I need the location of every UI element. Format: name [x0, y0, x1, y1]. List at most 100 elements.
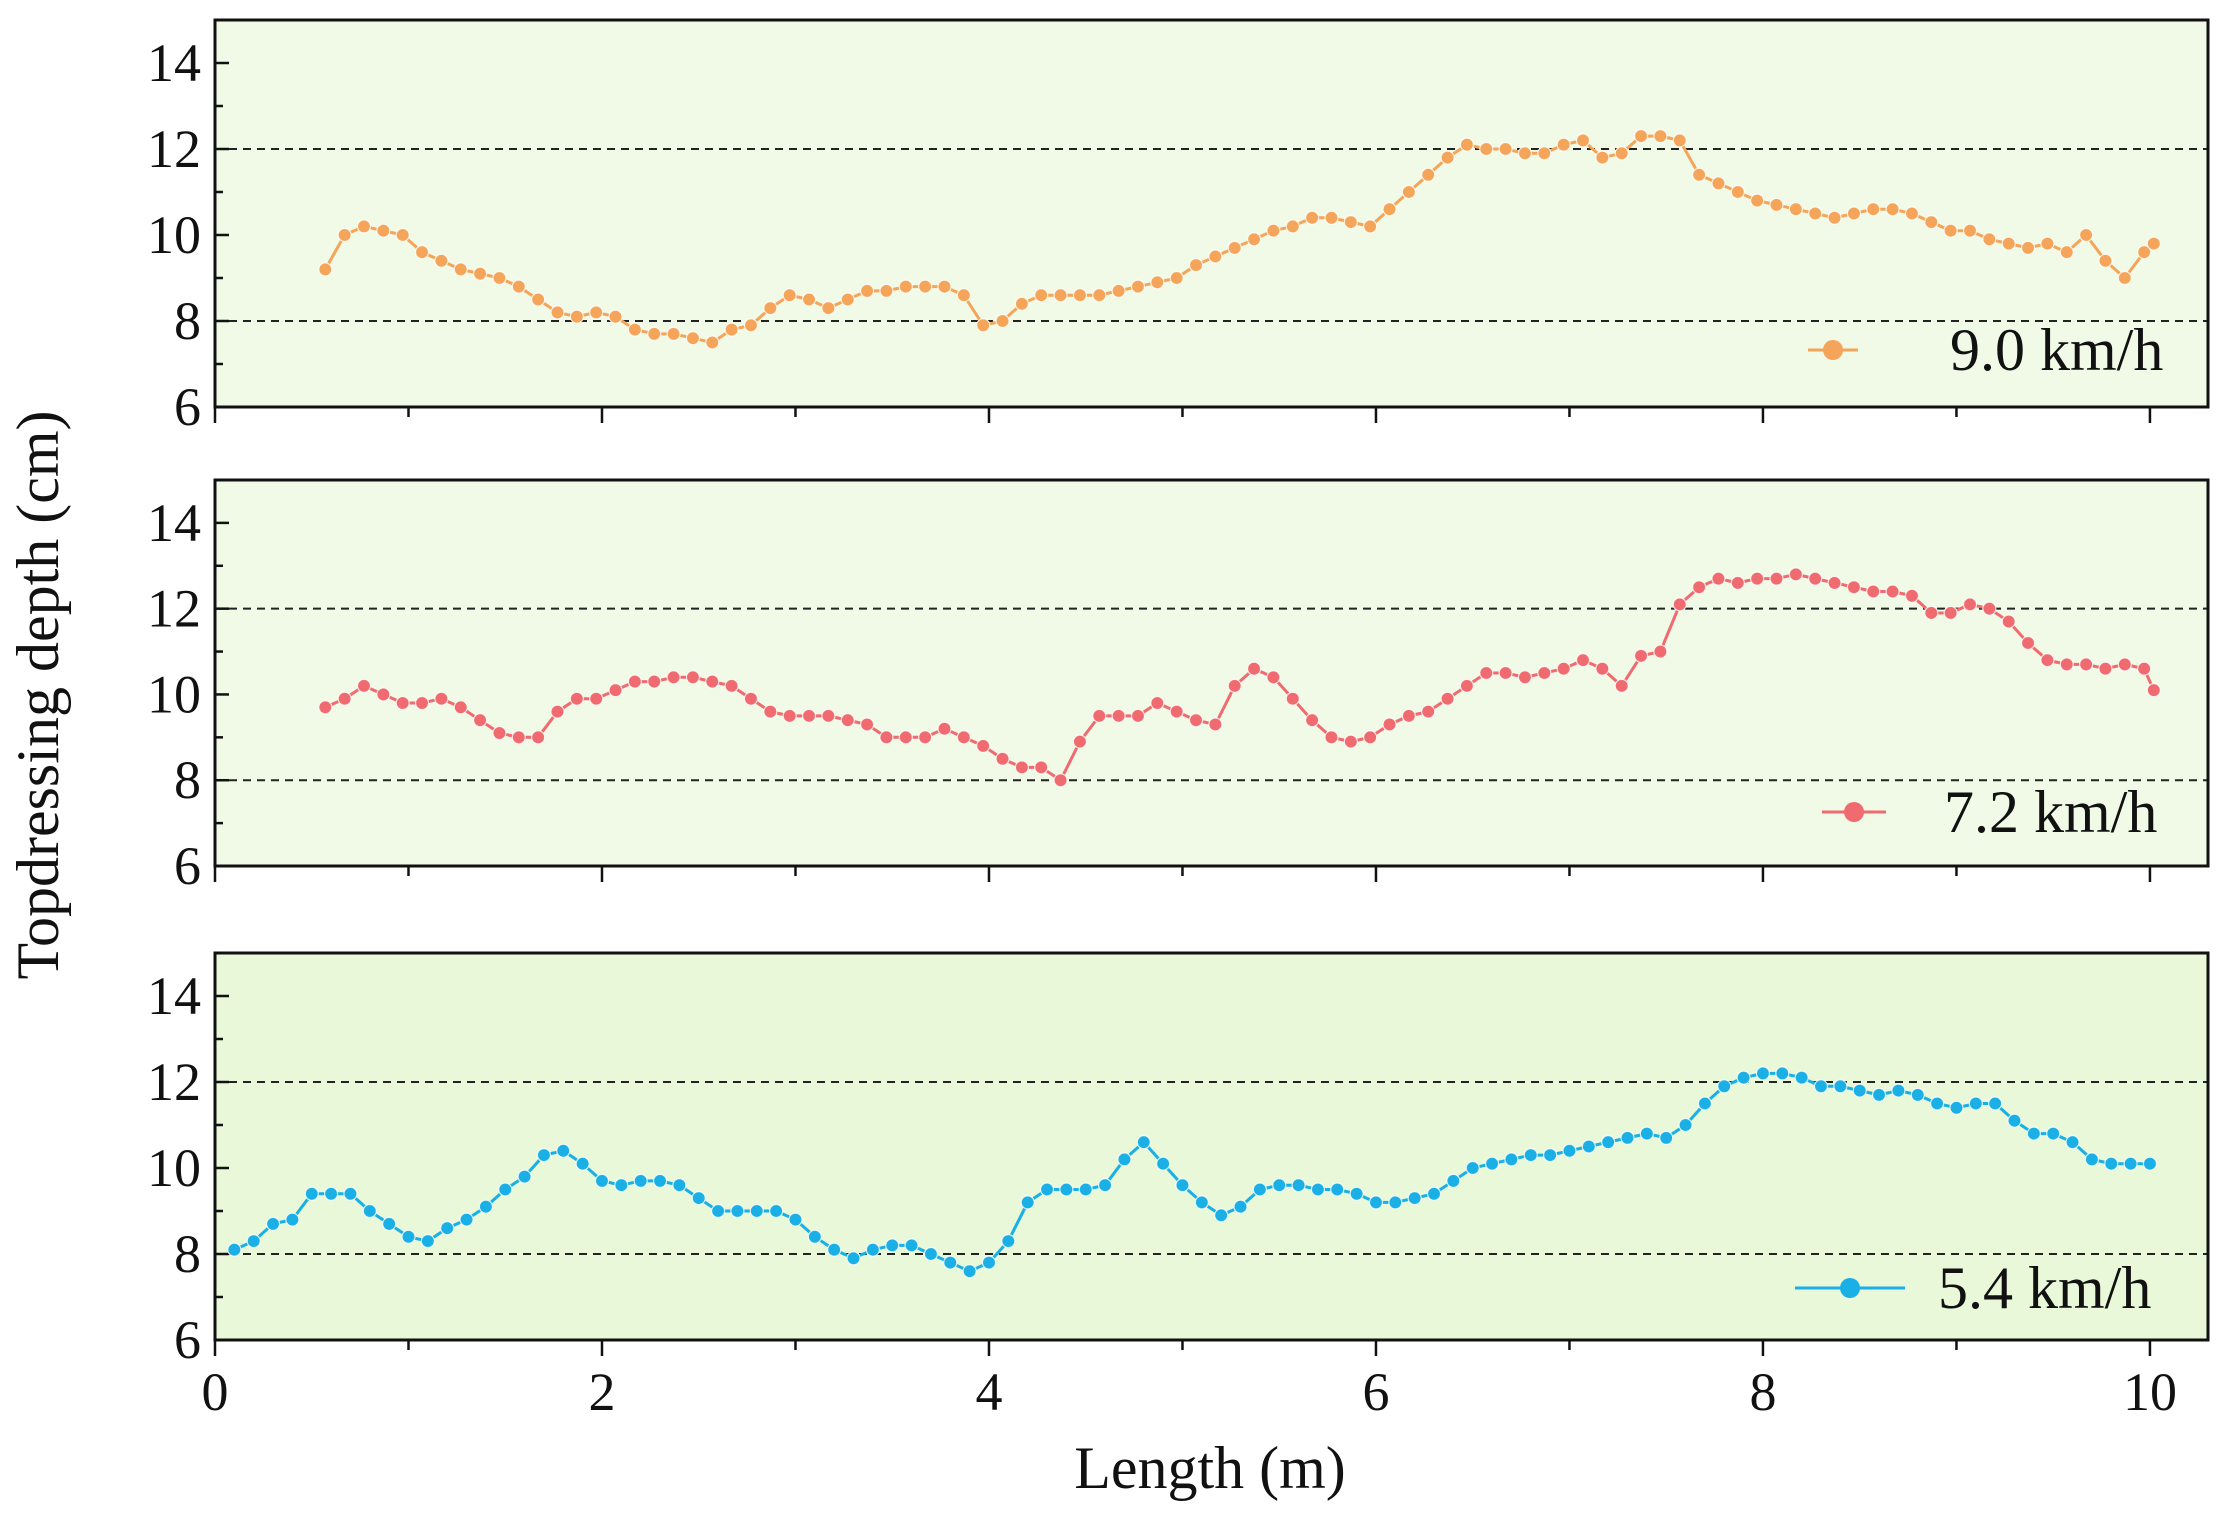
y-tick-label: 14	[147, 966, 201, 1026]
y-tick-label: 14	[147, 493, 201, 553]
data-point	[376, 223, 391, 238]
x-tick-label: 8	[1749, 1362, 1776, 1422]
data-point	[304, 1186, 319, 1201]
data-point	[440, 1221, 455, 1236]
data-point	[1750, 571, 1765, 586]
data-point	[879, 283, 894, 298]
plot-background	[215, 480, 2208, 866]
data-point	[647, 674, 662, 689]
data-point	[1227, 678, 1242, 693]
data-point	[898, 279, 913, 294]
data-point	[459, 1212, 474, 1227]
data-point	[1595, 150, 1610, 165]
data-point	[323, 1186, 339, 1201]
data-point	[1730, 575, 1745, 591]
data-point	[1150, 275, 1165, 290]
data-point	[865, 1242, 880, 1257]
data-point	[318, 262, 333, 277]
data-point	[1072, 288, 1088, 303]
data-point	[434, 691, 449, 706]
data-point	[1910, 1087, 1925, 1103]
data-point	[492, 270, 507, 286]
data-point	[1034, 288, 1049, 303]
data-point	[1382, 202, 1397, 217]
data-point	[981, 1255, 997, 1270]
data-point	[1305, 713, 1320, 728]
data-point	[976, 318, 991, 333]
data-point	[2065, 1135, 2080, 1150]
data-point	[2040, 653, 2055, 668]
data-point	[1537, 146, 1552, 161]
data-point	[937, 279, 952, 294]
data-point	[2059, 657, 2074, 672]
data-point	[1827, 210, 1842, 225]
data-point	[343, 1186, 358, 1201]
data-point	[840, 292, 855, 307]
data-point	[1479, 141, 1494, 157]
data-point	[995, 751, 1010, 766]
data-point	[1252, 1182, 1267, 1197]
data-point	[2142, 1156, 2158, 1171]
data-point	[395, 227, 410, 243]
data-point	[1943, 605, 1958, 621]
data-point	[285, 1212, 300, 1227]
data-point	[1692, 167, 1707, 182]
data-point	[769, 1203, 784, 1219]
panel-2: 6 8 10 12 14 7.2 km/h	[147, 478, 2210, 896]
data-point	[1034, 760, 1049, 775]
data-point	[2078, 227, 2094, 243]
data-point	[782, 708, 797, 723]
y-tick-label: 10	[147, 205, 201, 265]
data-point	[743, 318, 759, 333]
data-point	[1039, 1182, 1055, 1197]
data-point	[1188, 258, 1204, 273]
data-point	[627, 674, 642, 689]
y-tick-label: 8	[174, 750, 201, 810]
y-tick-label: 8	[174, 291, 201, 351]
data-point	[2059, 245, 2074, 260]
data-point	[2001, 614, 2016, 629]
data-point	[608, 683, 623, 698]
data-point	[782, 288, 797, 303]
data-point	[1092, 288, 1107, 303]
data-point	[1620, 1130, 1635, 1146]
data-point	[846, 1251, 861, 1266]
data-point	[531, 730, 546, 745]
y-tick-label: 6	[174, 377, 201, 437]
data-point	[691, 1190, 706, 1206]
data-point	[1943, 223, 1958, 238]
data-point	[1484, 1156, 1500, 1171]
data-point	[1072, 734, 1088, 749]
data-point	[1421, 167, 1436, 182]
legend-label: 7.2 km/h	[1944, 779, 2157, 845]
data-point	[2001, 236, 2016, 251]
data-point	[1156, 1156, 1171, 1171]
data-point	[1150, 695, 1165, 711]
data-point	[2117, 657, 2132, 672]
plot-background	[215, 953, 2208, 1340]
data-point	[1078, 1182, 1093, 1197]
data-point	[1730, 184, 1745, 200]
data-point	[763, 704, 778, 719]
data-point	[1537, 665, 1552, 681]
data-point	[1363, 730, 1378, 745]
data-point	[1827, 575, 1842, 591]
data-point	[801, 708, 817, 723]
data-point	[356, 219, 372, 234]
data-point	[788, 1212, 803, 1227]
data-point	[1672, 597, 1687, 612]
data-point	[453, 262, 468, 277]
data-point	[937, 721, 952, 736]
data-point	[1233, 1199, 1248, 1214]
data-point	[511, 279, 526, 294]
data-point	[1188, 713, 1204, 728]
x-axis-label: Length (m)	[1074, 1435, 1346, 1501]
data-point	[898, 730, 913, 745]
data-point	[956, 288, 971, 303]
data-point	[1962, 597, 1978, 612]
data-point	[1266, 670, 1281, 685]
data-point	[1097, 1178, 1113, 1193]
data-point	[1401, 708, 1416, 723]
data-point	[472, 713, 488, 728]
data-point	[395, 695, 410, 711]
